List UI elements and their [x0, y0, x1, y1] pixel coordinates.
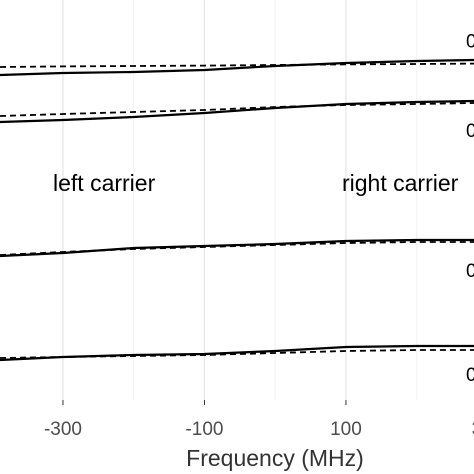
curve	[0, 349, 474, 359]
x-axis-title: Frequency (MHz)	[186, 445, 364, 471]
x-tick-label: -100	[185, 419, 223, 440]
curve	[0, 241, 474, 256]
curve	[0, 62, 474, 68]
curve-label: 0	[466, 121, 474, 142]
curve-label: 0	[466, 32, 474, 53]
annotation: left carrier	[53, 170, 156, 196]
annotation: right carrier	[342, 170, 459, 196]
curve	[0, 99, 474, 124]
x-tick-label: 300	[472, 419, 474, 440]
x-tick-label: -300	[44, 419, 82, 440]
curve-label: 0	[466, 365, 474, 386]
curve-label: 0	[466, 261, 474, 282]
x-tick-label: 100	[330, 419, 362, 440]
curve	[0, 102, 474, 117]
curve	[0, 58, 474, 77]
